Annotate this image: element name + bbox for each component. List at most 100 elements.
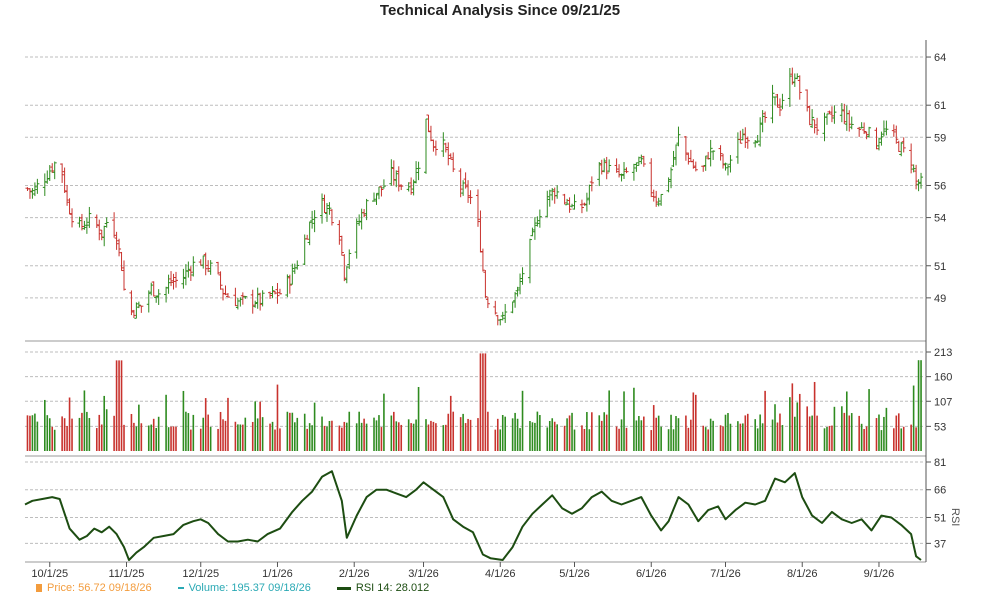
- price-bar: [277, 288, 282, 295]
- price-bar: [260, 290, 265, 307]
- price-bar: [634, 162, 639, 172]
- price-bar: [122, 260, 127, 291]
- volume-bar: [519, 428, 521, 451]
- price-bar: [797, 75, 802, 100]
- volume-bar: [603, 412, 606, 451]
- volume-bar: [202, 417, 205, 451]
- volume-bar: [779, 413, 781, 451]
- price-bar: [884, 120, 889, 136]
- price-bar: [624, 167, 629, 174]
- volume-bar: [771, 419, 774, 451]
- price-bar: [708, 139, 713, 167]
- price-bar: [305, 234, 310, 240]
- volume-bar: [147, 425, 150, 451]
- price-bar: [792, 73, 797, 87]
- volume-bar: [435, 423, 437, 451]
- volume-bar: [31, 415, 34, 451]
- price-bar: [329, 209, 334, 226]
- volume-bar: [719, 425, 722, 451]
- volume-bar: [187, 413, 190, 451]
- price-bar: [537, 209, 542, 228]
- volume-bar: [789, 397, 791, 451]
- price-bar: [676, 126, 681, 147]
- volume-bar: [883, 416, 885, 451]
- price-bar: [728, 155, 733, 173]
- volume-bar: [373, 417, 375, 451]
- volume-y-tick-label: 53: [934, 421, 946, 433]
- price-bar: [483, 270, 488, 299]
- x-tick-label: 6/1/26: [636, 568, 667, 580]
- volume-bar: [157, 416, 160, 451]
- price-bar: [723, 162, 728, 171]
- x-tick-label: 7/1/26: [710, 568, 741, 580]
- price-bar: [171, 273, 176, 290]
- volume-bar: [343, 421, 346, 451]
- volume-bar: [464, 423, 467, 451]
- volume-bar: [704, 427, 707, 451]
- volume-bar: [511, 418, 514, 451]
- x-tick-label: 5/1/26: [559, 568, 590, 580]
- volume-bar: [479, 353, 482, 451]
- price-bar: [79, 213, 84, 231]
- volume-bar: [452, 411, 455, 451]
- volume-bar: [620, 419, 623, 451]
- price-bar: [99, 229, 104, 241]
- volume-bar: [675, 416, 677, 451]
- volume-bar: [123, 424, 125, 451]
- price-bar: [258, 292, 263, 311]
- price-bar: [166, 274, 171, 294]
- volume-bar: [274, 429, 276, 451]
- price-bar: [173, 271, 178, 288]
- price-bar: [641, 155, 646, 167]
- volume-bar: [702, 425, 705, 451]
- volume-bar: [742, 423, 744, 451]
- price-bar: [431, 139, 436, 152]
- price-bar: [87, 206, 92, 228]
- price-bar: [270, 286, 275, 299]
- volume-bar: [640, 420, 643, 451]
- volume-bar: [291, 412, 294, 451]
- volume-bar: [130, 413, 133, 451]
- price-bar: [899, 142, 904, 157]
- volume-bar: [427, 424, 430, 451]
- volume-y-tick-label: 213: [934, 347, 952, 359]
- price-bar: [773, 96, 778, 106]
- price-bar: [181, 268, 186, 289]
- price-bar: [131, 309, 136, 319]
- volume-bar: [863, 429, 865, 451]
- volume-bar: [338, 425, 341, 451]
- volume-bar: [868, 389, 870, 451]
- volume-bar: [900, 428, 903, 451]
- price-bar: [65, 184, 70, 206]
- volume-bar: [791, 383, 794, 451]
- volume-bar: [244, 417, 247, 451]
- volume-bar: [256, 418, 259, 451]
- volume-bar: [633, 387, 635, 451]
- volume-bar: [826, 426, 828, 451]
- volume-bar: [625, 427, 628, 451]
- volume-bar: [499, 429, 502, 451]
- volume-bar: [133, 422, 135, 451]
- price-bar: [602, 158, 607, 173]
- price-bar: [832, 105, 837, 124]
- price-bar: [50, 163, 55, 174]
- volume-bar: [86, 411, 88, 451]
- volume-bar: [692, 392, 695, 451]
- volume-bar: [118, 360, 120, 451]
- volume-bar: [348, 411, 351, 451]
- volume-bar: [685, 415, 687, 451]
- price-y-tick-label: 59: [934, 132, 946, 144]
- price-bar: [530, 227, 535, 237]
- volume-bar: [516, 418, 519, 451]
- price-bar: [379, 186, 384, 197]
- price-bar: [619, 173, 624, 182]
- price-bar: [703, 155, 708, 171]
- price-bar: [725, 164, 730, 176]
- volume-bar: [781, 425, 784, 451]
- price-bar: [763, 111, 768, 123]
- volume-bar: [496, 418, 499, 451]
- price-bar: [651, 189, 656, 202]
- price-bar: [463, 172, 468, 189]
- legend-price-swatch-icon: [36, 584, 42, 592]
- price-bar: [500, 311, 505, 321]
